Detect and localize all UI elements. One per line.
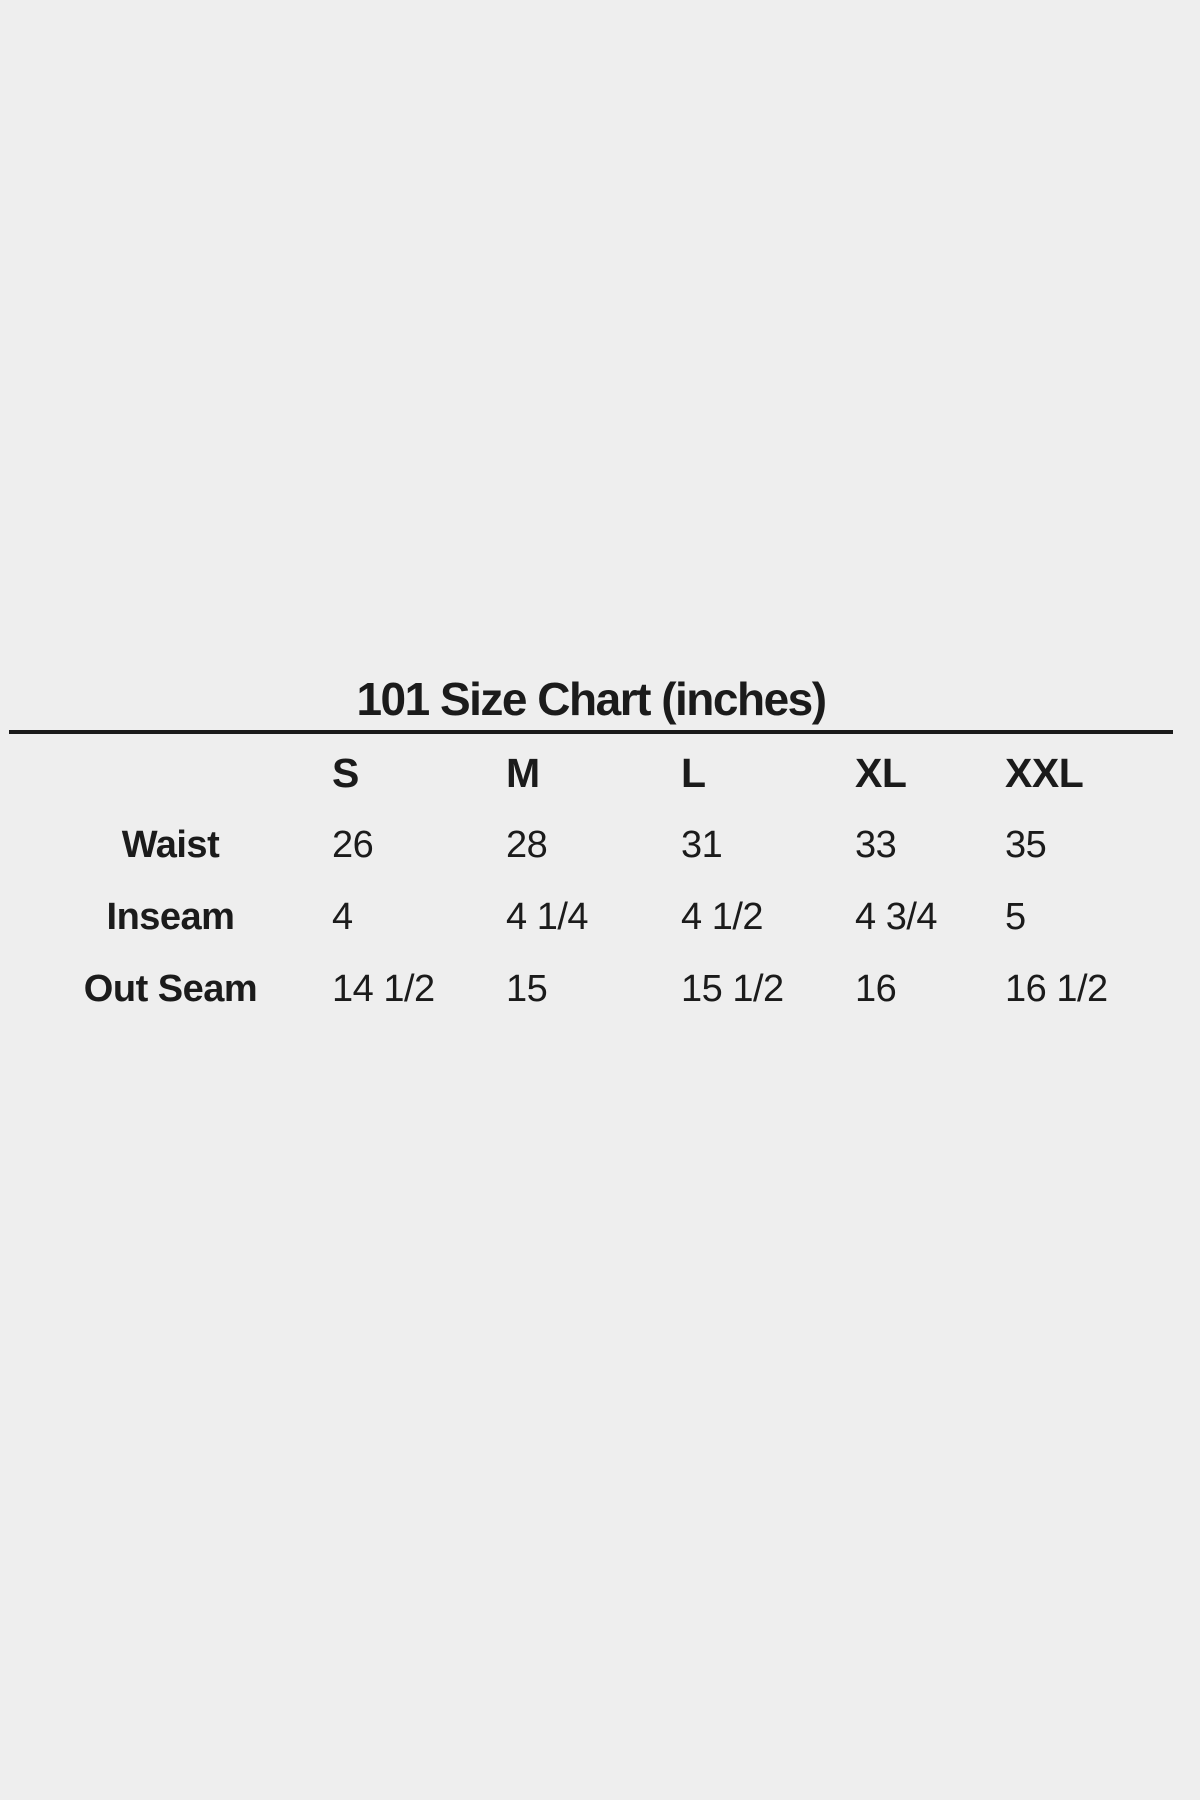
size-header-row: S M L XL XXL [9, 737, 1173, 809]
row-label-inseam: Inseam [106, 896, 235, 938]
title-underline-rule [9, 730, 1173, 734]
waist-value-s: 26 [332, 824, 374, 866]
col-header-xxl: XXL [1005, 750, 1084, 796]
col-header-xl: XL [855, 750, 907, 796]
inseam-value-xl: 4 3/4 [855, 896, 938, 938]
col-header-l: L [681, 750, 706, 796]
inseam-value-m: 4 1/4 [506, 896, 589, 938]
size-chart-title: 101 Size Chart (inches) [356, 673, 827, 725]
inseam-value-l: 4 1/2 [681, 896, 764, 938]
row-label-waist: Waist [121, 824, 220, 866]
out-seam-value-m: 15 [506, 968, 548, 1010]
col-header-s: S [332, 750, 359, 796]
waist-value-l: 31 [681, 824, 723, 866]
waist-value-xxl: 35 [1005, 824, 1047, 866]
row-label-out-seam: Out Seam [83, 968, 258, 1010]
size-table: S M L XL XXL Waist 26 28 31 33 35 Inseam… [9, 737, 1173, 1025]
out-seam-value-l: 15 1/2 [681, 968, 784, 1010]
out-seam-value-xl: 16 [855, 968, 897, 1010]
waist-value-m: 28 [506, 824, 548, 866]
table-row-inseam: Inseam 4 4 1/4 4 1/2 4 3/4 5 [9, 881, 1173, 953]
col-header-m: M [506, 750, 540, 796]
table-row-out-seam: Out Seam 14 1/2 15 15 1/2 16 16 1/2 [9, 953, 1173, 1025]
out-seam-value-s: 14 1/2 [332, 968, 435, 1010]
corner-empty-cell [9, 737, 332, 809]
waist-value-xl: 33 [855, 824, 897, 866]
inseam-value-xxl: 5 [1005, 896, 1026, 938]
out-seam-value-xxl: 16 1/2 [1005, 968, 1108, 1010]
inseam-value-s: 4 [332, 896, 353, 938]
table-row-waist: Waist 26 28 31 33 35 [9, 809, 1173, 881]
